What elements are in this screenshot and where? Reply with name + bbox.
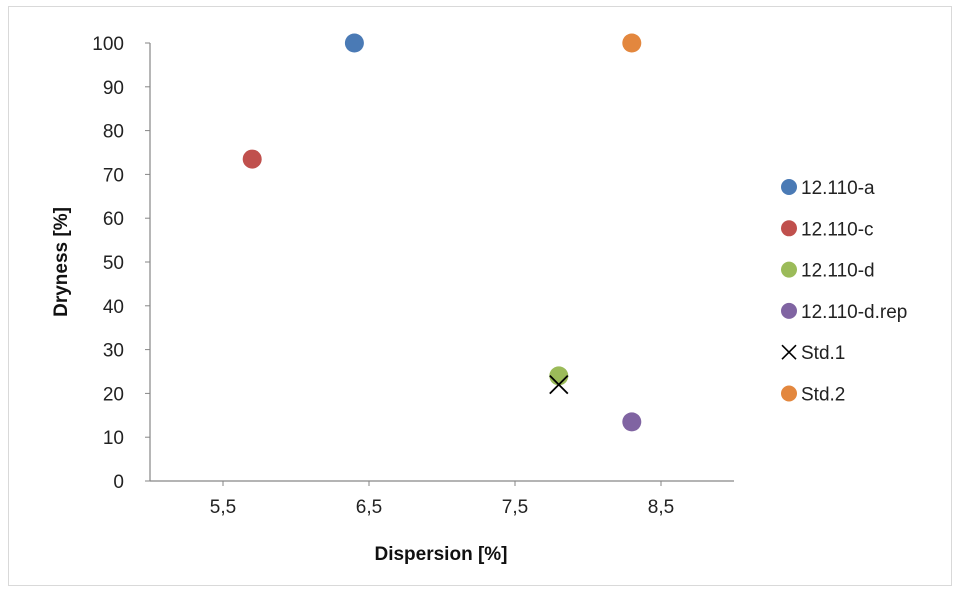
scatter-chart: 0 10 20 30 40 50 60 70 80 90 100 5,5 6,5 7,5 8,5 Disp… [51, 33, 907, 565]
y-tick-label: 80 [103, 122, 124, 143]
legend-item: 12.110-d.rep [781, 302, 907, 323]
x-tick-label: 7,5 [502, 497, 528, 518]
legend-marker [781, 385, 797, 402]
legend-item: Std.2 [781, 385, 845, 406]
legend-label: 12.110-d.rep [801, 302, 907, 323]
y-tick-label: 70 [103, 165, 124, 186]
data-point [344, 33, 364, 53]
legend-item: 12.110-d [781, 261, 875, 282]
y-tick-label: 10 [103, 428, 124, 449]
x-marker-stroke [549, 375, 569, 395]
data-point-x-marker [549, 375, 569, 395]
y-tick-label: 90 [103, 78, 124, 99]
axes [149, 43, 734, 482]
x-axis-ticks: 5,5 6,5 7,5 8,5 [210, 481, 674, 518]
x-axis-title: Dispersion [%] [374, 544, 507, 565]
legend-x-marker [781, 344, 797, 360]
data-point [622, 412, 642, 432]
y-axis-title: Dryness [%] [51, 207, 72, 317]
data-point [549, 366, 569, 386]
y-tick-label: 40 [103, 297, 124, 318]
x-tick-label: 5,5 [210, 497, 236, 518]
y-tick-label: 30 [103, 341, 124, 362]
legend-marker [781, 261, 797, 278]
data-point [242, 149, 262, 169]
legend-item: Std.1 [781, 343, 845, 364]
data-point [622, 33, 642, 53]
data-points [242, 33, 642, 432]
y-tick-label: 20 [103, 384, 124, 405]
legend: 12.110-a 12.110-c 12.110-d 12.110-d.rep Std.… [781, 178, 907, 406]
y-tick-label: 100 [92, 34, 124, 55]
legend-marker [781, 302, 797, 319]
legend-item: 12.110-c [781, 219, 874, 240]
legend-item: 12.110-a [781, 178, 875, 199]
y-tick-label: 60 [103, 209, 124, 230]
y-axis-ticks: 0 10 20 30 40 50 60 70 80 90 100 [92, 34, 150, 493]
legend-label: 12.110-c [801, 219, 874, 240]
legend-label: Std.1 [801, 343, 845, 364]
legend-marker [781, 179, 797, 195]
legend-label: Std.2 [801, 385, 845, 406]
legend-label: 12.110-d [801, 261, 875, 282]
y-tick-label: 50 [103, 253, 124, 274]
legend-label: 12.110-a [801, 178, 875, 199]
x-tick-label: 8,5 [648, 497, 674, 518]
x-tick-label: 6,5 [356, 497, 382, 518]
legend-marker [781, 220, 797, 237]
chart-frame: 0 10 20 30 40 50 60 70 80 90 100 5,5 6,5 7,5 8,5 Disp… [8, 6, 952, 586]
y-tick-label: 0 [113, 472, 124, 493]
